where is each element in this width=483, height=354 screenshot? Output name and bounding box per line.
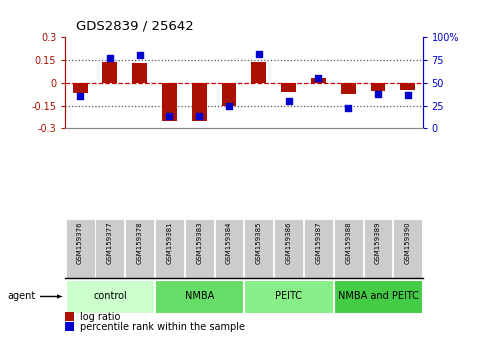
Text: GDS2839 / 25642: GDS2839 / 25642 xyxy=(76,19,194,33)
Bar xyxy=(281,83,296,92)
Text: GSM159384: GSM159384 xyxy=(226,221,232,264)
Bar xyxy=(192,83,207,121)
Bar xyxy=(132,63,147,83)
Bar xyxy=(162,83,177,121)
Text: percentile rank within the sample: percentile rank within the sample xyxy=(80,322,245,332)
Bar xyxy=(311,78,326,83)
Text: GSM159383: GSM159383 xyxy=(196,221,202,264)
Point xyxy=(285,98,293,104)
Point xyxy=(255,51,263,56)
Point xyxy=(344,105,352,111)
Text: GSM159390: GSM159390 xyxy=(405,221,411,264)
Text: log ratio: log ratio xyxy=(80,312,120,322)
Point xyxy=(106,55,114,61)
Text: GSM159389: GSM159389 xyxy=(375,221,381,264)
Bar xyxy=(341,83,355,94)
Bar xyxy=(72,83,87,93)
Text: GSM159381: GSM159381 xyxy=(167,221,172,264)
Point xyxy=(136,53,143,58)
Bar xyxy=(251,62,266,83)
Text: GSM159377: GSM159377 xyxy=(107,221,113,264)
Bar xyxy=(102,62,117,83)
Text: agent: agent xyxy=(7,291,35,302)
Point xyxy=(166,114,173,119)
Point xyxy=(314,75,322,81)
Point xyxy=(225,103,233,108)
Point xyxy=(374,91,382,97)
Text: GSM159385: GSM159385 xyxy=(256,221,262,264)
Point xyxy=(195,114,203,119)
Point xyxy=(76,93,84,99)
Point xyxy=(404,92,412,97)
Text: GSM159378: GSM159378 xyxy=(137,221,142,264)
Bar xyxy=(400,83,415,90)
Text: GSM159388: GSM159388 xyxy=(345,221,351,264)
Text: GSM159387: GSM159387 xyxy=(315,221,321,264)
Text: GSM159376: GSM159376 xyxy=(77,221,83,264)
Text: PEITC: PEITC xyxy=(275,291,302,302)
Text: NMBA: NMBA xyxy=(185,291,214,302)
Text: NMBA and PEITC: NMBA and PEITC xyxy=(338,291,418,302)
Bar xyxy=(370,83,385,91)
Bar xyxy=(222,83,237,105)
Text: control: control xyxy=(93,291,127,302)
Text: GSM159386: GSM159386 xyxy=(285,221,292,264)
